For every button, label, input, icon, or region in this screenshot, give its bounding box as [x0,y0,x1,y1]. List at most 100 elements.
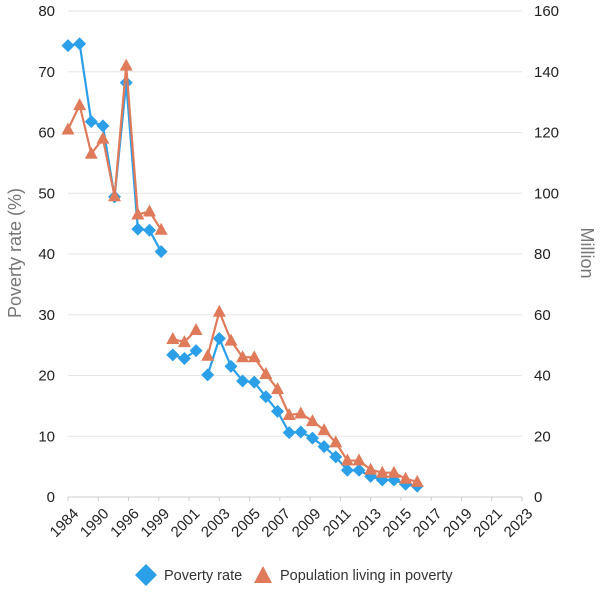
data-point-diamond [84,115,98,129]
data-point-triangle [189,322,203,335]
left-tick-label: 10 [38,428,55,445]
x-tick-label: 2009 [289,505,325,541]
data-point-triangle [375,465,389,478]
series-population-living-in-poverty [61,58,424,487]
data-point-triangle [166,332,180,345]
data-point-diamond [154,245,168,259]
data-point-diamond [73,37,87,51]
left-y-axis: 0 10 20 30 40 50 60 70 80 [38,3,55,506]
data-point-triangle [212,304,226,317]
legend-label-poverty-rate: Poverty rate [164,568,242,584]
series-line [206,310,418,483]
x-tick-label: 2007 [258,505,294,541]
data-point-triangle [352,453,366,466]
x-tick-label: 2013 [349,505,385,541]
data-point-triangle [224,333,238,346]
grid-lines [68,10,522,498]
data-point-diamond [166,348,180,362]
data-point-triangle [282,407,296,420]
data-point-triangle [131,207,145,220]
data-point-triangle [61,122,75,135]
x-tick-label: 2011 [320,505,355,540]
data-point-diamond [317,440,331,454]
right-tick-label: 160 [534,3,559,20]
legend-item-population-living-in-poverty[interactable]: Population living in poverty [254,566,453,584]
data-point-diamond [201,368,215,382]
x-tick-label: 2017 [410,505,446,541]
data-point-triangle [340,453,354,466]
legend-label-population-living-in-poverty: Population living in poverty [280,568,453,584]
data-point-diamond [142,223,156,237]
data-point-triangle [236,350,250,363]
data-point-triangle [201,348,215,361]
data-point-diamond [282,426,296,440]
legend-item-poverty-rate[interactable]: Poverty rate [135,564,242,586]
data-point-diamond [340,463,354,477]
left-tick-label: 70 [38,64,55,81]
data-point-diamond [352,463,366,477]
right-tick-label: 20 [534,428,551,445]
data-point-diamond [247,375,261,389]
left-tick-label: 40 [38,246,55,263]
x-tick-label: 2021 [470,505,506,541]
x-tick-label: 1999 [137,505,173,541]
data-point-triangle [364,462,378,475]
data-point-diamond [224,359,238,373]
data-point-diamond [259,390,273,404]
data-point-diamond [119,76,133,90]
data-point-triangle [305,414,319,427]
right-tick-label: 40 [534,368,551,385]
data-point-triangle [259,366,273,379]
data-point-diamond [305,431,319,445]
data-point-triangle [119,58,133,71]
left-tick-label: 30 [38,307,55,324]
x-tick-label: 2005 [228,505,264,541]
right-tick-label: 120 [534,125,559,142]
data-point-triangle [108,189,122,202]
legend: Poverty rate Population living in povert… [135,564,453,586]
series-poverty-rate [61,37,424,493]
left-tick-label: 0 [47,489,55,506]
data-point-diamond [236,374,250,388]
right-tick-label: 140 [534,64,559,81]
x-tick-label: 2003 [198,505,234,541]
data-point-triangle [329,435,343,448]
x-axis: 1984199019961999200120032005200720092011… [47,496,537,541]
data-point-diamond [189,344,203,358]
triangle-marker-icon [254,566,272,583]
data-point-diamond [131,222,145,236]
right-tick-label: 60 [534,307,551,324]
data-point-diamond [96,119,110,133]
right-axis-title: Million [577,227,597,278]
data-point-triangle [247,350,261,363]
data-point-triangle [177,335,191,348]
data-point-triangle [317,423,331,436]
x-tick-label: 1990 [77,505,113,541]
diamond-marker-icon [135,564,157,586]
right-tick-label: 80 [534,246,551,263]
data-point-triangle [387,465,401,478]
data-point-triangle [73,98,87,111]
data-point-triangle [154,222,168,235]
left-axis-title: Poverty rate (%) [5,188,25,318]
data-point-diamond [212,331,226,345]
left-tick-label: 50 [38,185,55,202]
left-tick-label: 20 [38,368,55,385]
data-point-triangle [96,131,110,144]
right-tick-label: 0 [534,489,542,506]
data-point-diamond [329,450,343,464]
x-tick-label: 2015 [380,505,416,541]
x-tick-label: 2023 [501,505,537,541]
data-point-triangle [271,382,285,395]
left-tick-label: 80 [38,3,55,20]
series-line [67,42,163,253]
data-point-diamond [61,39,75,53]
data-point-triangle [410,474,424,487]
data-point-triangle [142,204,156,217]
data-point-triangle [399,471,413,484]
data-point-diamond [177,351,191,365]
x-tick-label: 1996 [107,505,143,541]
series-layer [61,37,424,493]
x-tick-label: 2001 [168,505,204,541]
